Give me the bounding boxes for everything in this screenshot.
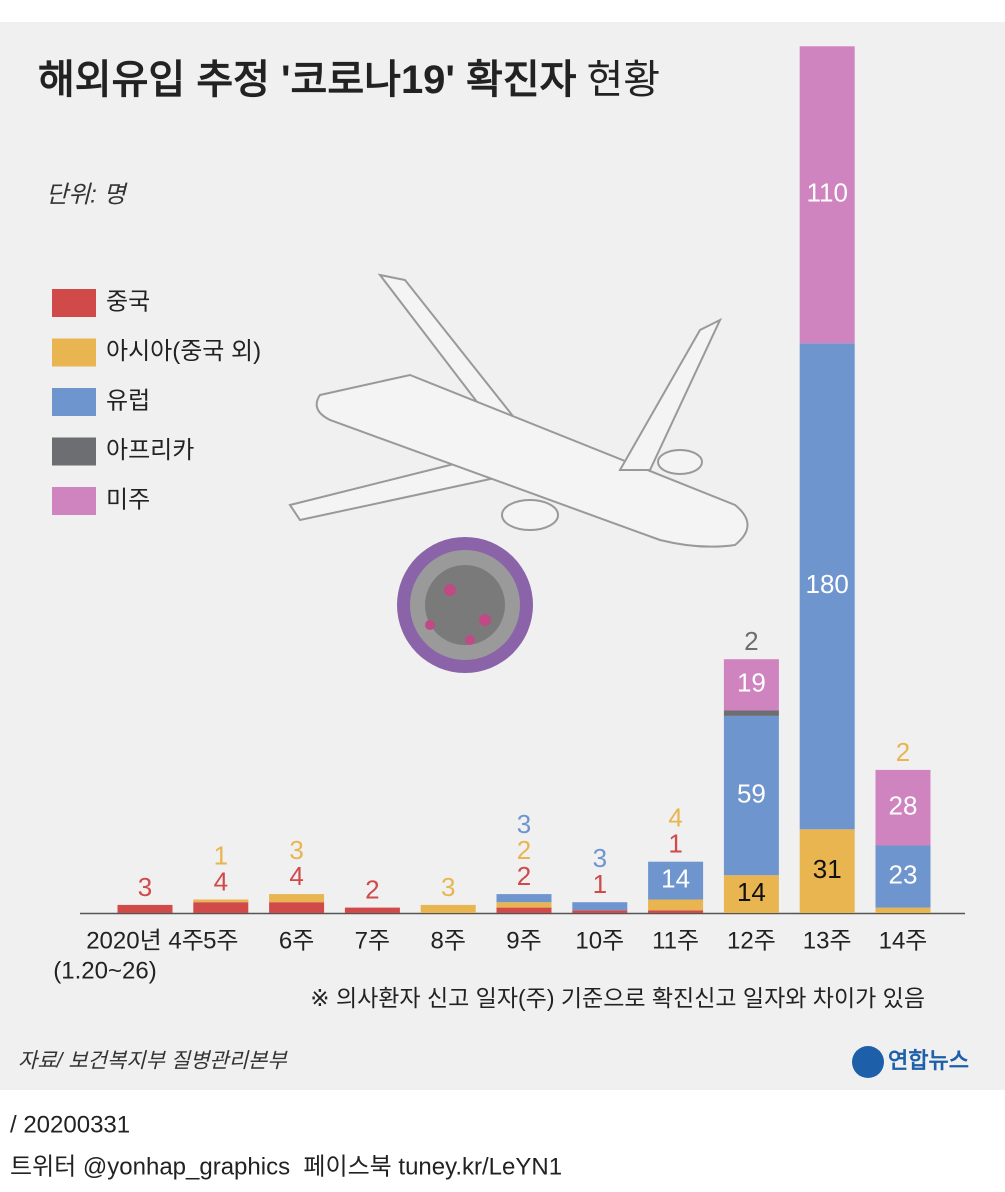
- data-label: 28: [889, 791, 918, 821]
- x-tick-label: 11주: [652, 927, 699, 954]
- bar-segment: [117, 904, 173, 913]
- data-label: 59: [737, 778, 766, 808]
- legend-label: 유럽: [106, 387, 150, 414]
- source: 자료/ 보건복지부 질병관리본부: [18, 1050, 288, 1073]
- bar-segment: [648, 910, 704, 913]
- data-label: 2: [896, 737, 910, 767]
- x-tick-label: 6주: [279, 927, 314, 954]
- legend-swatch: [52, 388, 96, 416]
- data-label: 3: [138, 872, 152, 902]
- x-tick-label: 12주: [727, 927, 776, 954]
- x-tick-label: 8주: [430, 927, 465, 954]
- title-main: 해외유입 추정 '코로나19' 확진자: [38, 58, 577, 102]
- bar-segment: [799, 46, 855, 344]
- social: 트위터 @yonhap_graphics 페이스북 tuney.kr/LeYN1: [10, 1153, 562, 1180]
- bar-segment: [723, 875, 779, 913]
- title-suffix: 현황: [586, 58, 660, 102]
- bar-segment: [875, 907, 931, 913]
- data-label: 1: [214, 840, 228, 870]
- data-label: 1: [593, 869, 607, 899]
- x-tick-label: 2020년 4주: [86, 927, 204, 954]
- bar-segment: [572, 910, 628, 913]
- data-label: 31: [813, 854, 842, 884]
- bar-segment: [420, 904, 476, 913]
- x-tick-label: 13주: [803, 927, 852, 954]
- bar-segment: [648, 861, 704, 900]
- bar-segment: [496, 894, 552, 903]
- bar-segment: [193, 899, 249, 903]
- note: ※ 의사환자 신고 일자(주) 기준으로 확진신고 일자와 차이가 있음: [310, 985, 925, 1011]
- data-label: 2: [365, 874, 379, 904]
- bar-segment: [799, 829, 855, 913]
- data-label: 4: [214, 866, 228, 896]
- virus: [397, 537, 533, 673]
- legend-label: 중국: [106, 288, 150, 315]
- data-label: 180: [806, 569, 849, 599]
- logo: 연합뉴스: [888, 1048, 969, 1073]
- data-label: 110: [806, 178, 847, 208]
- bar-segment: [723, 710, 779, 716]
- legend-swatch: [52, 338, 96, 367]
- legend-swatch: [52, 437, 96, 466]
- bar-segment: [496, 907, 552, 913]
- chart-title: 해외유입 추정 '코로나19' 확진자 현황: [38, 58, 660, 102]
- x-tick-label: 5주: [203, 927, 238, 954]
- data-label: 14: [737, 877, 766, 907]
- bar-segment: [269, 902, 325, 913]
- legend-label: 아프리카: [106, 437, 194, 464]
- legend-swatch: [52, 487, 96, 515]
- unit: 단위: 명: [46, 181, 128, 208]
- x-tick-label: 9주: [506, 927, 541, 954]
- data-label: 1: [668, 829, 682, 859]
- data-label: 14: [661, 863, 690, 893]
- legend-swatch: [52, 289, 96, 317]
- data-label: 2: [517, 835, 531, 865]
- data-label: 19: [737, 668, 766, 698]
- bar-segment: [648, 899, 704, 911]
- bar-segment: [875, 845, 931, 908]
- bar-segment: [496, 902, 552, 908]
- bar-segment: [344, 907, 400, 913]
- data-label: 3: [517, 809, 531, 839]
- data-label: 3: [593, 843, 607, 873]
- date: / 20200331: [10, 1111, 130, 1138]
- x-tick-label: 10주: [575, 927, 624, 954]
- bar-segment: [875, 769, 931, 846]
- bar-segment: [572, 902, 628, 911]
- data-label: 3: [441, 872, 455, 902]
- legend-label: 아시아(중국 외): [106, 338, 261, 365]
- bar-segment: [269, 894, 325, 903]
- bar-segment: [799, 343, 855, 830]
- bar-segment: [723, 659, 779, 711]
- logo-icon: [852, 1046, 884, 1078]
- x-tick-label: 7주: [355, 927, 390, 954]
- data-label: 4: [289, 861, 303, 891]
- bar-segment: [193, 902, 249, 913]
- legend-label: 미주: [106, 486, 150, 513]
- data-label: 4: [668, 803, 682, 833]
- data-label: 23: [889, 859, 918, 889]
- data-label: 2: [517, 861, 531, 891]
- airplane: [288, 273, 749, 548]
- x-tick-label: 14주: [879, 927, 928, 954]
- data-label: 2: [744, 626, 758, 656]
- data-label: 3: [289, 835, 303, 865]
- x-tick-sublabel: (1.20~26): [53, 957, 156, 984]
- bar-segment: [723, 715, 779, 876]
